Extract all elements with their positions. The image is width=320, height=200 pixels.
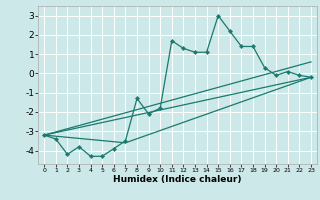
X-axis label: Humidex (Indice chaleur): Humidex (Indice chaleur) — [113, 175, 242, 184]
